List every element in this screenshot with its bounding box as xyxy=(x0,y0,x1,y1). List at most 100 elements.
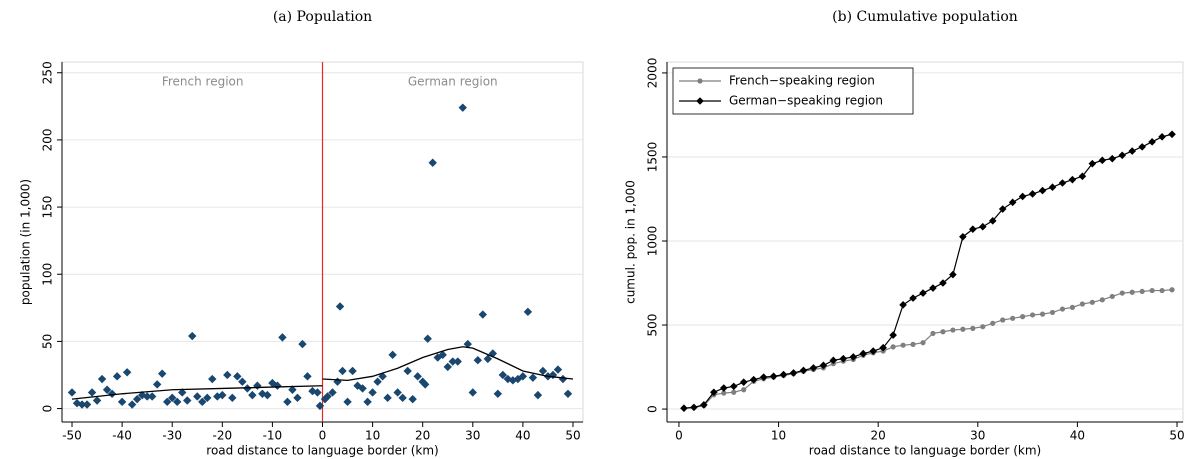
data-point xyxy=(248,390,257,400)
data-point xyxy=(1149,287,1155,294)
data-point xyxy=(1000,317,1006,323)
data-point xyxy=(132,394,142,404)
series-line xyxy=(683,133,1173,409)
data-point xyxy=(97,374,107,384)
panel-title: (b) Cumulative population xyxy=(832,9,1018,25)
x-tick-label: -20 xyxy=(213,429,233,443)
data-point xyxy=(741,387,747,393)
data-point xyxy=(498,370,508,380)
plot-frame xyxy=(666,61,1184,423)
data-point xyxy=(203,393,212,403)
data-point xyxy=(438,350,447,360)
data-point xyxy=(1079,301,1085,307)
data-point xyxy=(1099,297,1105,303)
data-point xyxy=(198,397,207,407)
data-point xyxy=(333,377,342,386)
data-point xyxy=(453,357,462,366)
data-point xyxy=(1089,299,1095,305)
data-point xyxy=(323,392,332,401)
x-tick-label: 30 xyxy=(465,429,480,443)
data-point xyxy=(293,393,302,403)
data-point xyxy=(849,353,858,361)
data-point xyxy=(940,329,946,335)
data-point xyxy=(493,389,503,398)
data-point xyxy=(1148,138,1156,146)
data-point xyxy=(809,364,818,372)
x-tick-label: 50 xyxy=(1169,429,1184,443)
data-point xyxy=(919,289,927,297)
data-point xyxy=(1108,154,1117,163)
data-point xyxy=(373,377,382,386)
x-tick-label: -50 xyxy=(62,429,82,443)
x-tick-label: 10 xyxy=(365,429,380,443)
y-tick-label: 250 xyxy=(41,61,55,84)
data-point xyxy=(468,388,477,397)
y-tick-label: 1500 xyxy=(646,142,660,173)
data-point xyxy=(263,390,272,400)
x-tick-label: 40 xyxy=(515,429,530,443)
data-point xyxy=(889,331,897,339)
data-point xyxy=(960,326,966,332)
data-point xyxy=(408,394,417,404)
data-point xyxy=(969,225,977,234)
data-point xyxy=(990,320,996,326)
data-point xyxy=(710,388,718,397)
data-point xyxy=(980,324,986,330)
data-point xyxy=(303,372,312,381)
data-point xyxy=(1038,186,1047,195)
data-point xyxy=(829,356,838,365)
data-point xyxy=(700,401,708,409)
data-point xyxy=(1098,156,1107,165)
data-point xyxy=(1010,315,1016,321)
data-point xyxy=(988,217,997,225)
data-point xyxy=(538,366,548,376)
data-point xyxy=(127,400,137,409)
data-point xyxy=(1128,147,1136,155)
legend xyxy=(672,67,914,115)
data-point xyxy=(315,401,325,411)
data-point xyxy=(869,347,878,355)
data-point xyxy=(721,390,727,396)
data-point xyxy=(335,302,345,311)
y-tick-label: 2000 xyxy=(646,58,660,89)
x-tick-label: -40 xyxy=(112,429,132,443)
data-point xyxy=(789,369,798,377)
data-point xyxy=(749,375,758,384)
data-point xyxy=(1058,179,1067,187)
region-label: German region xyxy=(408,75,498,89)
data-point xyxy=(1028,190,1037,198)
data-point xyxy=(1129,289,1135,295)
data-point xyxy=(1158,132,1166,141)
legend-marker xyxy=(696,97,704,105)
data-point xyxy=(178,388,187,397)
data-point xyxy=(690,403,698,412)
data-point xyxy=(283,397,292,407)
data-point xyxy=(959,232,967,241)
data-point xyxy=(1048,183,1057,192)
data-point xyxy=(107,389,117,398)
data-point xyxy=(1109,293,1115,300)
x-tick-label: 30 xyxy=(970,429,985,443)
data-point xyxy=(363,397,372,407)
data-point xyxy=(218,390,227,400)
y-tick-label: 50 xyxy=(41,334,55,349)
data-point xyxy=(1069,304,1076,310)
data-point xyxy=(518,372,528,381)
data-point xyxy=(1020,314,1026,320)
region-label: French region xyxy=(162,75,244,89)
y-axis-label: cumul. pop. in 1,000 xyxy=(624,180,638,304)
data-point xyxy=(731,389,737,395)
data-point xyxy=(1119,290,1125,296)
data-point xyxy=(473,356,482,365)
panel-title: (a) Population xyxy=(273,9,372,25)
data-point xyxy=(228,393,237,403)
data-point xyxy=(142,392,152,401)
data-point xyxy=(528,373,538,382)
data-point xyxy=(950,327,956,333)
data-point xyxy=(929,284,937,292)
y-tick-label: 150 xyxy=(41,196,55,219)
data-point xyxy=(152,380,162,389)
data-point xyxy=(949,270,957,279)
data-point xyxy=(680,404,688,413)
